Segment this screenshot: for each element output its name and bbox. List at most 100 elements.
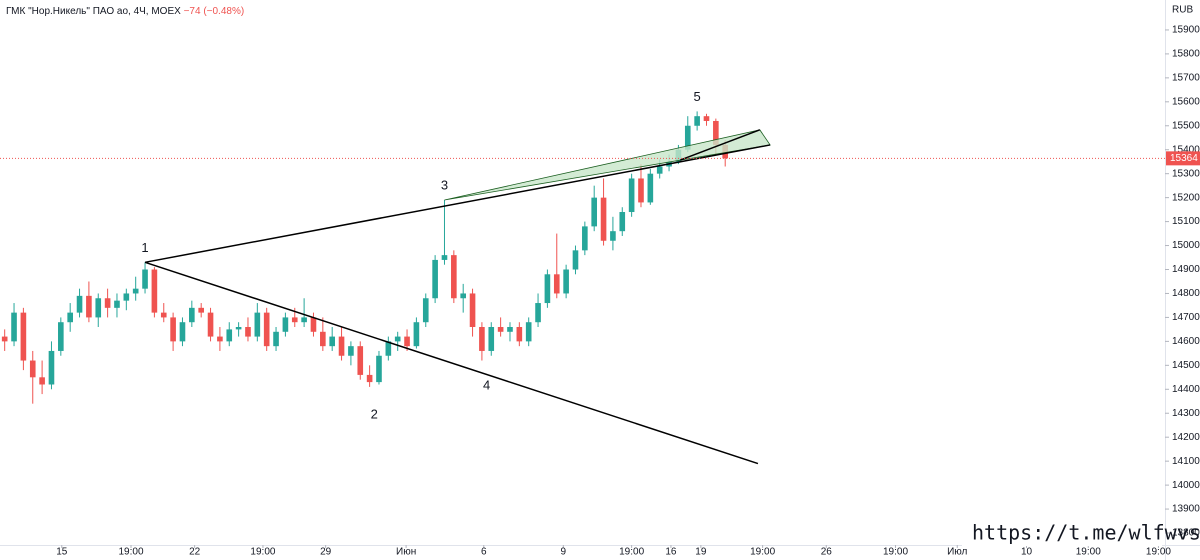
candle-body (170, 317, 176, 342)
candle-body (151, 269, 158, 313)
y-tick-label: 14000 (1172, 480, 1200, 491)
trendline (144, 144, 771, 264)
candle-body (713, 120, 719, 145)
candle-body (301, 317, 307, 323)
candle-body (95, 298, 102, 318)
y-tick-label: 13800 (1172, 528, 1200, 539)
candle-body (572, 250, 579, 270)
wave-label: 5 (694, 89, 701, 104)
candle-body (291, 317, 298, 323)
x-tick-label: 15 (56, 547, 68, 558)
x-tick-label: 10 (1021, 547, 1033, 558)
candle-body (656, 166, 663, 174)
candle-body (413, 322, 420, 347)
x-tick-label: 29 (320, 547, 332, 558)
x-tick-label: 19:00 (750, 547, 775, 558)
y-tick-label: 13900 (1172, 504, 1200, 515)
candle-body (86, 295, 92, 318)
candle-body (29, 360, 36, 378)
candle-body (20, 312, 27, 361)
candle-body (460, 293, 466, 299)
candle-body (48, 350, 55, 385)
y-tick-label: 14900 (1172, 264, 1200, 275)
candle-body (67, 312, 73, 323)
x-tick-label: 19:00 (883, 547, 908, 558)
y-tick-label: 15100 (1172, 216, 1200, 227)
y-tick-label: 15600 (1172, 96, 1200, 107)
y-tick-label: 15000 (1172, 240, 1200, 251)
candle-body (553, 274, 560, 294)
wave-label: 1 (141, 240, 148, 255)
candle-body (104, 298, 111, 308)
candle-body (582, 226, 588, 251)
candle-body (703, 116, 710, 121)
candle-body (684, 125, 691, 150)
y-tick-label: 14800 (1172, 288, 1200, 299)
x-tick-label: 19:00 (619, 547, 644, 558)
candle-body (432, 259, 438, 299)
candle-body (217, 336, 223, 342)
y-tick-label: 14100 (1172, 456, 1200, 467)
x-tick-label: 19 (695, 547, 707, 558)
candle-body (479, 327, 485, 351)
candle-body (591, 197, 598, 227)
currency: RUB (1172, 5, 1193, 16)
y-tick-label: 15900 (1172, 25, 1200, 36)
y-tick-label: 14700 (1172, 312, 1200, 323)
header: ГМК "Нор.Никель" ПАО ао, 4Ч, MOEX −74 (−… (6, 6, 244, 17)
wave-label: 3 (441, 177, 448, 192)
candle-body (310, 317, 317, 332)
x-tick-label: 6 (481, 547, 487, 558)
candle-body (76, 295, 83, 313)
price-change: −74 (−0.48%) (184, 6, 245, 17)
x-tick-label: 16 (665, 547, 677, 558)
candle-body (469, 293, 476, 327)
trendline (144, 261, 759, 465)
candle-body (422, 298, 429, 323)
candle-body (525, 322, 532, 342)
last-price-label: 15364 (1170, 153, 1198, 164)
candle-body (497, 327, 504, 332)
y-tick-label: 14600 (1172, 336, 1200, 347)
y-tick-label: 15800 (1172, 49, 1200, 60)
x-tick-label: 22 (189, 547, 201, 558)
candle-body (160, 312, 167, 318)
y-tick-label: 14200 (1172, 432, 1200, 443)
x-tick-label: Июн (396, 547, 416, 558)
candle-body (179, 322, 186, 342)
candle-body (123, 293, 130, 301)
y-tick-label: 15200 (1172, 192, 1200, 203)
candle-body (516, 327, 523, 342)
candle-body (563, 269, 569, 294)
candle-body (207, 312, 214, 337)
candle-body (245, 327, 251, 337)
y-tick-label: 14400 (1172, 384, 1200, 395)
watermark: https://t.me/wlfwvs (972, 521, 1200, 545)
candle-body (11, 312, 17, 342)
candle-body (451, 255, 457, 299)
candle-body (394, 336, 401, 342)
wave-label: 4 (483, 378, 490, 393)
candle-body (58, 322, 64, 351)
candle-body (404, 336, 410, 347)
candle-body (488, 327, 495, 351)
candle-body (1, 336, 8, 342)
candle-body (507, 327, 513, 332)
x-tick-label: 19:00 (1146, 547, 1171, 558)
x-tick-label: 26 (821, 547, 833, 558)
symbol-title: ГМК "Нор.Никель" ПАО ао, 4Ч, MOEX (6, 6, 181, 17)
candle-body (198, 307, 204, 313)
candle-body (366, 374, 373, 383)
candle-body (628, 178, 635, 213)
x-tick-label: 9 (561, 547, 567, 558)
candle-body (647, 173, 654, 203)
x-tick-label: Июл (947, 547, 967, 558)
candle-body (273, 331, 279, 347)
x-tick-label: 19:00 (250, 547, 275, 558)
candle-body (114, 300, 120, 308)
candle-body (254, 312, 261, 337)
candle-body (226, 329, 233, 342)
candle-body (619, 212, 626, 232)
